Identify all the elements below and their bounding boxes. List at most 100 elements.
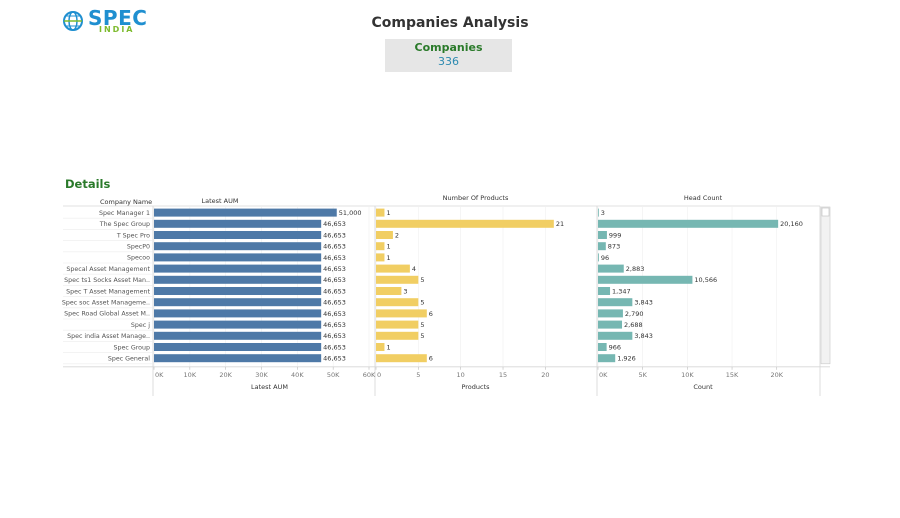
aum-bar[interactable] bbox=[154, 354, 322, 363]
aum-bar[interactable] bbox=[154, 298, 322, 307]
products-tick-label: 15 bbox=[499, 371, 507, 379]
headcount-value-label: 10,566 bbox=[694, 276, 717, 284]
products-value-label: 3 bbox=[403, 287, 407, 295]
products-bar[interactable] bbox=[376, 298, 419, 307]
headcount-value-label: 96 bbox=[601, 254, 609, 262]
aum-tick-label: 10K bbox=[184, 371, 197, 379]
headcount-value-label: 3,843 bbox=[634, 332, 653, 340]
company-name-label: Specoo bbox=[127, 255, 150, 262]
headcount-bar[interactable] bbox=[598, 264, 624, 273]
aum-value-label: 51,000 bbox=[339, 209, 362, 217]
aum-panel-header: Latest AUM bbox=[202, 197, 239, 205]
aum-value-label: 46,653 bbox=[323, 276, 346, 284]
aum-bar[interactable] bbox=[154, 343, 322, 351]
logo-word: SPEC bbox=[88, 6, 148, 30]
aum-bar[interactable] bbox=[154, 253, 322, 262]
globe-icon bbox=[63, 11, 83, 31]
aum-bar[interactable] bbox=[154, 287, 322, 295]
products-bar[interactable] bbox=[376, 264, 410, 273]
products-tick-label: 10 bbox=[457, 371, 465, 379]
products-value-label: 5 bbox=[420, 321, 424, 329]
headcount-bar[interactable] bbox=[598, 354, 616, 363]
products-bar[interactable] bbox=[376, 275, 419, 284]
companies-kpi-card[interactable]: Companies 336 bbox=[385, 39, 512, 72]
products-panel-header: Number Of Products bbox=[443, 194, 509, 202]
scrollbar-track[interactable] bbox=[820, 206, 831, 365]
company-name-label: Specal Asset Management bbox=[66, 266, 150, 273]
headcount-bar[interactable] bbox=[598, 309, 623, 318]
aum-bar[interactable] bbox=[154, 331, 322, 340]
aum-bar[interactable] bbox=[154, 208, 337, 217]
headcount-axis-title: Count bbox=[693, 383, 713, 391]
aum-bar[interactable] bbox=[154, 320, 322, 329]
aum-value-label: 46,653 bbox=[323, 287, 346, 295]
headcount-value-label: 1,926 bbox=[617, 355, 636, 363]
headcount-bar[interactable] bbox=[598, 242, 606, 251]
products-value-label: 1 bbox=[386, 254, 390, 262]
company-name-label: Spec T Asset Management bbox=[66, 288, 150, 295]
aum-bar[interactable] bbox=[154, 219, 322, 228]
aum-tick-label: 20K bbox=[219, 371, 232, 379]
company-name-label: T Spec Pro bbox=[116, 232, 150, 239]
aum-bar[interactable] bbox=[154, 309, 322, 318]
aum-bar[interactable] bbox=[154, 242, 322, 251]
company-name-label: Spec india Asset Manage.. bbox=[67, 333, 150, 340]
headcount-bar[interactable] bbox=[598, 298, 633, 307]
products-value-label: 1 bbox=[386, 209, 390, 217]
scrollbar-thumb[interactable] bbox=[821, 207, 830, 217]
products-bar[interactable] bbox=[376, 242, 385, 251]
products-bar[interactable] bbox=[376, 253, 385, 262]
headcount-bar[interactable] bbox=[598, 219, 779, 228]
headcount-value-label: 3,843 bbox=[634, 299, 653, 307]
headcount-bar[interactable] bbox=[598, 253, 599, 262]
products-bar[interactable] bbox=[376, 354, 427, 363]
products-bar[interactable] bbox=[376, 320, 419, 329]
headcount-bar[interactable] bbox=[598, 287, 611, 295]
products-value-label: 2 bbox=[395, 231, 399, 239]
products-bar[interactable] bbox=[376, 208, 385, 217]
headcount-tick-label: 10K bbox=[681, 371, 694, 379]
aum-value-label: 46,653 bbox=[323, 332, 346, 340]
headcount-bar[interactable] bbox=[598, 331, 633, 340]
aum-value-label: 46,653 bbox=[323, 355, 346, 363]
products-value-label: 1 bbox=[386, 243, 390, 251]
products-axis-title: Products bbox=[461, 383, 490, 391]
company-name-label: SpecP0 bbox=[127, 244, 150, 251]
headcount-value-label: 2,688 bbox=[624, 321, 643, 329]
headcount-value-label: 2,790 bbox=[625, 310, 644, 318]
headcount-value-label: 20,160 bbox=[780, 220, 803, 228]
headcount-bar[interactable] bbox=[598, 275, 693, 284]
company-name-label: Spec Group bbox=[113, 344, 150, 351]
products-bar[interactable] bbox=[376, 231, 393, 239]
products-tick-label: 5 bbox=[416, 371, 420, 379]
products-value-label: 6 bbox=[429, 310, 433, 318]
headcount-bar[interactable] bbox=[598, 343, 607, 351]
aum-value-label: 46,653 bbox=[323, 265, 346, 273]
headcount-value-label: 1,347 bbox=[612, 287, 631, 295]
products-value-label: 1 bbox=[386, 343, 390, 351]
aum-tick-label: 0K bbox=[155, 371, 164, 379]
aum-bar[interactable] bbox=[154, 264, 322, 273]
headcount-bar[interactable] bbox=[598, 320, 623, 329]
aum-value-label: 46,653 bbox=[323, 343, 346, 351]
aum-tick-label: 30K bbox=[255, 371, 268, 379]
aum-axis-title: Latest AUM bbox=[251, 383, 288, 391]
products-bar[interactable] bbox=[376, 287, 402, 295]
products-bar[interactable] bbox=[376, 219, 554, 228]
logo-subword: INDIA bbox=[99, 25, 135, 34]
products-bar[interactable] bbox=[376, 331, 419, 340]
headcount-value-label: 999 bbox=[609, 231, 621, 239]
aum-bar[interactable] bbox=[154, 275, 322, 284]
products-bar[interactable] bbox=[376, 343, 385, 351]
headcount-value-label: 2,883 bbox=[626, 265, 645, 273]
aum-bar[interactable] bbox=[154, 231, 322, 239]
company-name-label: Spec soc Asset Manageme.. bbox=[62, 300, 150, 307]
products-bar[interactable] bbox=[376, 309, 427, 318]
headcount-bar[interactable] bbox=[598, 208, 599, 217]
headcount-bar[interactable] bbox=[598, 231, 607, 239]
products-value-label: 4 bbox=[412, 265, 416, 273]
headcount-value-label: 3 bbox=[601, 209, 605, 217]
company-name-label: Spec General bbox=[108, 356, 150, 363]
page-title: Companies Analysis bbox=[371, 15, 529, 31]
